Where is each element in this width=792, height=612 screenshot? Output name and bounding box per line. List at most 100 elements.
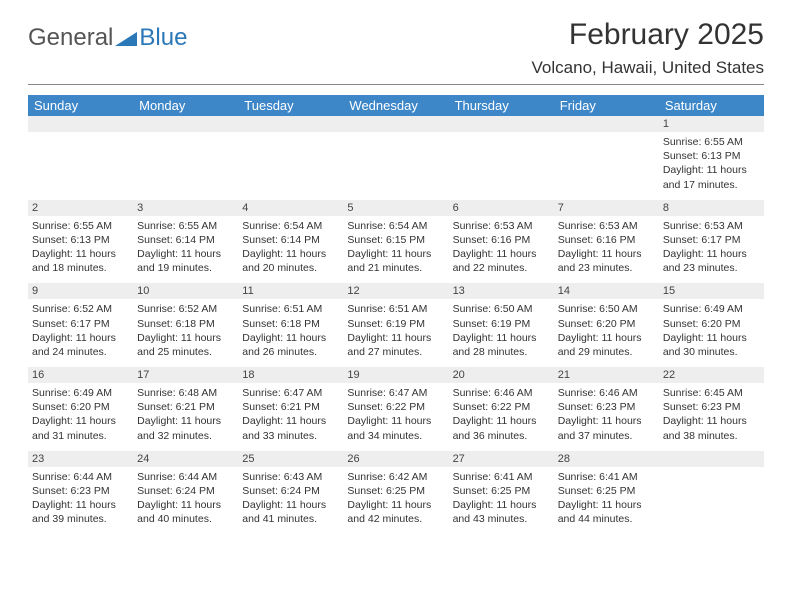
day-number-cell: 5 — [343, 200, 448, 216]
daylight-text: Daylight: 11 hours and 44 minutes. — [558, 498, 655, 526]
day-number-cell: 15 — [659, 283, 764, 299]
brand-part1: General — [28, 24, 113, 52]
sunrise-text: Sunrise: 6:49 AM — [32, 386, 129, 400]
daylight-text: Daylight: 11 hours and 18 minutes. — [32, 247, 129, 275]
day-data-cell: Sunrise: 6:46 AMSunset: 6:22 PMDaylight:… — [449, 383, 554, 451]
day-data-cell — [449, 132, 554, 200]
sunset-text: Sunset: 6:15 PM — [347, 233, 444, 247]
day-number-cell — [238, 116, 343, 132]
day-data-cell: Sunrise: 6:55 AMSunset: 6:13 PMDaylight:… — [28, 216, 133, 284]
sunrise-text: Sunrise: 6:42 AM — [347, 470, 444, 484]
day-data-cell: Sunrise: 6:47 AMSunset: 6:21 PMDaylight:… — [238, 383, 343, 451]
sunset-text: Sunset: 6:17 PM — [663, 233, 760, 247]
day-number-cell: 16 — [28, 367, 133, 383]
calendar-table: Sunday Monday Tuesday Wednesday Thursday… — [28, 95, 764, 534]
sunrise-text: Sunrise: 6:55 AM — [32, 219, 129, 233]
day-number-cell: 27 — [449, 451, 554, 467]
day-data-cell: Sunrise: 6:46 AMSunset: 6:23 PMDaylight:… — [554, 383, 659, 451]
sunrise-text: Sunrise: 6:51 AM — [347, 302, 444, 316]
sunrise-text: Sunrise: 6:47 AM — [242, 386, 339, 400]
day-data-cell: Sunrise: 6:41 AMSunset: 6:25 PMDaylight:… — [449, 467, 554, 535]
sunrise-text: Sunrise: 6:46 AM — [453, 386, 550, 400]
sunrise-text: Sunrise: 6:50 AM — [453, 302, 550, 316]
sunrise-text: Sunrise: 6:41 AM — [558, 470, 655, 484]
day-data-cell: Sunrise: 6:52 AMSunset: 6:17 PMDaylight:… — [28, 299, 133, 367]
daynum-row: 1 — [28, 116, 764, 132]
daynum-row: 2345678 — [28, 200, 764, 216]
day-number-cell: 21 — [554, 367, 659, 383]
sunset-text: Sunset: 6:19 PM — [453, 317, 550, 331]
day-number-cell: 1 — [659, 116, 764, 132]
data-row: Sunrise: 6:52 AMSunset: 6:17 PMDaylight:… — [28, 299, 764, 367]
sunrise-text: Sunrise: 6:45 AM — [663, 386, 760, 400]
daylight-text: Daylight: 11 hours and 36 minutes. — [453, 414, 550, 442]
day-number-cell — [343, 116, 448, 132]
day-number-cell — [449, 116, 554, 132]
daylight-text: Daylight: 11 hours and 32 minutes. — [137, 414, 234, 442]
sunset-text: Sunset: 6:23 PM — [558, 400, 655, 414]
day-number-cell: 17 — [133, 367, 238, 383]
col-sun: Sunday — [28, 95, 133, 116]
daylight-text: Daylight: 11 hours and 21 minutes. — [347, 247, 444, 275]
sunset-text: Sunset: 6:25 PM — [453, 484, 550, 498]
sunset-text: Sunset: 6:16 PM — [558, 233, 655, 247]
data-row: Sunrise: 6:44 AMSunset: 6:23 PMDaylight:… — [28, 467, 764, 535]
day-number-cell: 6 — [449, 200, 554, 216]
sunset-text: Sunset: 6:18 PM — [137, 317, 234, 331]
location-text: Volcano, Hawaii, United States — [532, 58, 764, 78]
day-number-cell: 25 — [238, 451, 343, 467]
sunset-text: Sunset: 6:25 PM — [558, 484, 655, 498]
sunrise-text: Sunrise: 6:52 AM — [137, 302, 234, 316]
daylight-text: Daylight: 11 hours and 34 minutes. — [347, 414, 444, 442]
daylight-text: Daylight: 11 hours and 26 minutes. — [242, 331, 339, 359]
sunrise-text: Sunrise: 6:53 AM — [453, 219, 550, 233]
day-number-cell: 8 — [659, 200, 764, 216]
sunrise-text: Sunrise: 6:50 AM — [558, 302, 655, 316]
day-data-cell: Sunrise: 6:41 AMSunset: 6:25 PMDaylight:… — [554, 467, 659, 535]
daylight-text: Daylight: 11 hours and 42 minutes. — [347, 498, 444, 526]
day-number-cell — [28, 116, 133, 132]
col-mon: Monday — [133, 95, 238, 116]
daylight-text: Daylight: 11 hours and 20 minutes. — [242, 247, 339, 275]
day-number-cell: 4 — [238, 200, 343, 216]
col-tue: Tuesday — [238, 95, 343, 116]
calendar-page: General Blue February 2025 Volcano, Hawa… — [0, 0, 792, 534]
day-data-cell: Sunrise: 6:53 AMSunset: 6:17 PMDaylight:… — [659, 216, 764, 284]
daylight-text: Daylight: 11 hours and 33 minutes. — [242, 414, 339, 442]
sunrise-text: Sunrise: 6:48 AM — [137, 386, 234, 400]
data-row: Sunrise: 6:49 AMSunset: 6:20 PMDaylight:… — [28, 383, 764, 451]
col-thu: Thursday — [449, 95, 554, 116]
sunset-text: Sunset: 6:17 PM — [32, 317, 129, 331]
sunset-text: Sunset: 6:24 PM — [137, 484, 234, 498]
day-data-cell: Sunrise: 6:44 AMSunset: 6:23 PMDaylight:… — [28, 467, 133, 535]
daylight-text: Daylight: 11 hours and 19 minutes. — [137, 247, 234, 275]
day-number-cell: 28 — [554, 451, 659, 467]
day-data-cell: Sunrise: 6:54 AMSunset: 6:15 PMDaylight:… — [343, 216, 448, 284]
col-wed: Wednesday — [343, 95, 448, 116]
day-number-cell: 10 — [133, 283, 238, 299]
sunset-text: Sunset: 6:21 PM — [137, 400, 234, 414]
day-number-cell: 22 — [659, 367, 764, 383]
day-number-cell: 24 — [133, 451, 238, 467]
day-number-cell: 11 — [238, 283, 343, 299]
day-data-cell: Sunrise: 6:54 AMSunset: 6:14 PMDaylight:… — [238, 216, 343, 284]
day-data-cell: Sunrise: 6:51 AMSunset: 6:19 PMDaylight:… — [343, 299, 448, 367]
sunrise-text: Sunrise: 6:54 AM — [347, 219, 444, 233]
daylight-text: Daylight: 11 hours and 23 minutes. — [663, 247, 760, 275]
daylight-text: Daylight: 11 hours and 38 minutes. — [663, 414, 760, 442]
daylight-text: Daylight: 11 hours and 39 minutes. — [32, 498, 129, 526]
sunrise-text: Sunrise: 6:41 AM — [453, 470, 550, 484]
day-number-cell — [554, 116, 659, 132]
day-data-cell: Sunrise: 6:53 AMSunset: 6:16 PMDaylight:… — [554, 216, 659, 284]
daylight-text: Daylight: 11 hours and 31 minutes. — [32, 414, 129, 442]
sunset-text: Sunset: 6:20 PM — [558, 317, 655, 331]
sunrise-text: Sunrise: 6:52 AM — [32, 302, 129, 316]
day-data-cell: Sunrise: 6:49 AMSunset: 6:20 PMDaylight:… — [28, 383, 133, 451]
month-title: February 2025 — [532, 18, 764, 52]
sunrise-text: Sunrise: 6:46 AM — [558, 386, 655, 400]
day-data-cell: Sunrise: 6:51 AMSunset: 6:18 PMDaylight:… — [238, 299, 343, 367]
daylight-text: Daylight: 11 hours and 24 minutes. — [32, 331, 129, 359]
calendar-body: 1 Sunrise: 6:55 AMSunset: 6:13 PMDaylight… — [28, 116, 764, 534]
day-data-cell: Sunrise: 6:49 AMSunset: 6:20 PMDaylight:… — [659, 299, 764, 367]
daylight-text: Daylight: 11 hours and 23 minutes. — [558, 247, 655, 275]
